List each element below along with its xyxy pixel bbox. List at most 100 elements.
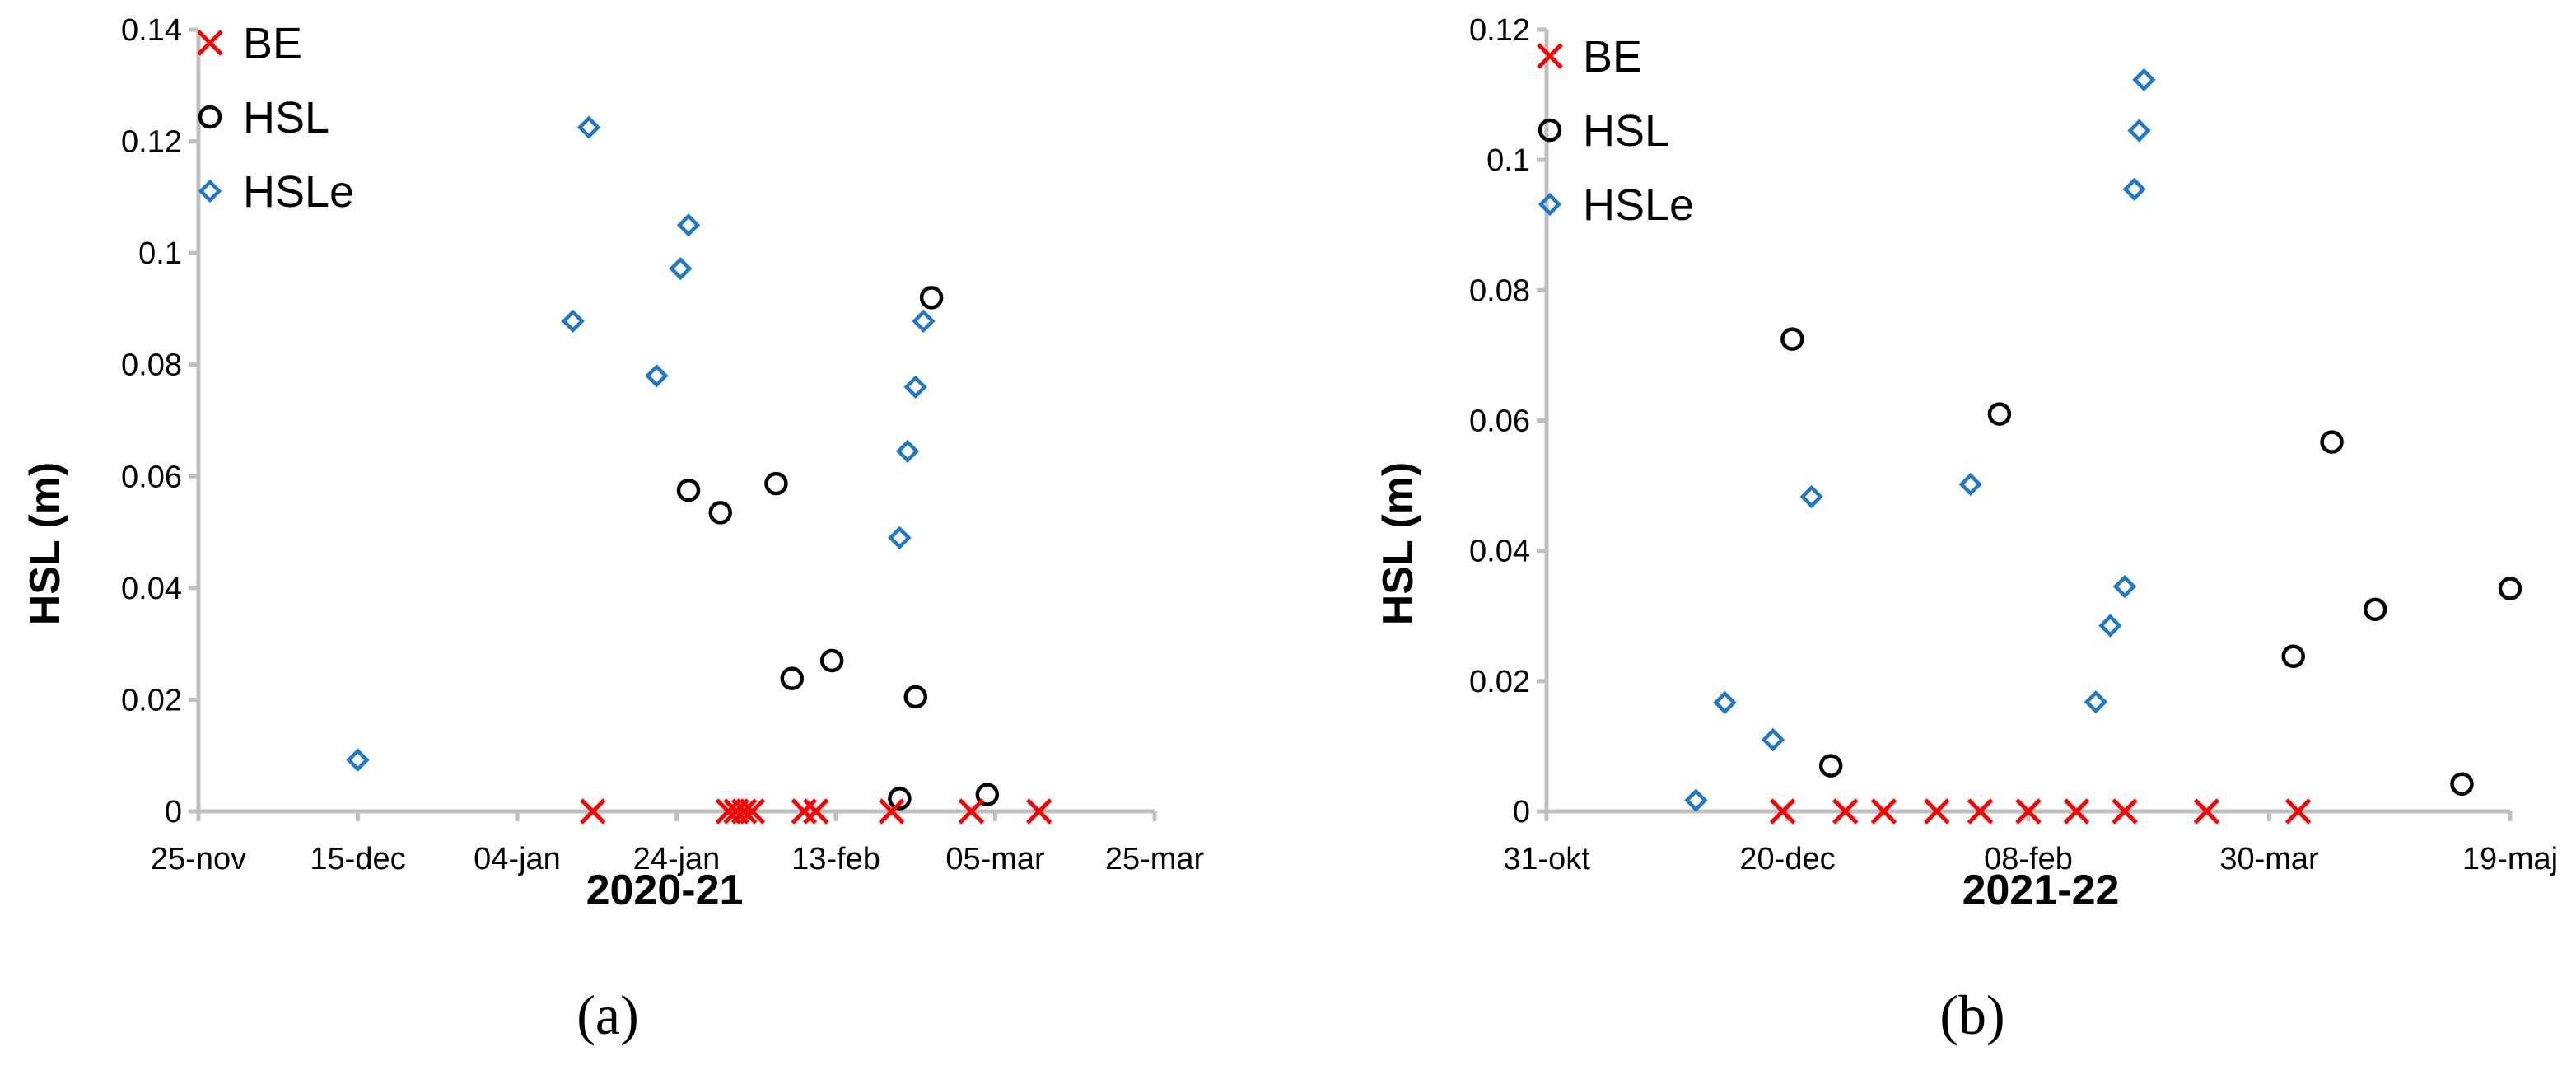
x-tick-label: 05-mar — [945, 842, 1045, 876]
legend-label-hsl: HSL — [243, 93, 329, 143]
y-tick-label: 0 — [165, 795, 182, 829]
y-tick-label: 0.14 — [121, 13, 182, 48]
data-point-hsle — [1958, 472, 1982, 497]
data-point-be — [2015, 798, 2042, 825]
data-point-be — [1967, 798, 1994, 825]
y-tick-label: 0.1 — [1486, 143, 1530, 178]
data-point-be — [958, 798, 985, 825]
data-point-be — [2063, 798, 2090, 825]
y-tick-label: 0.1 — [138, 236, 182, 271]
legend-label-be: BE — [243, 19, 302, 68]
y-tick-label: 0.02 — [121, 683, 182, 717]
legend-label-hsl: HSL — [1583, 106, 1669, 156]
legend-a: BE HSL HSLe — [197, 19, 354, 217]
legend-label-hsle: HSLe — [243, 167, 354, 217]
x-tick-label: 31-okt — [1503, 842, 1590, 876]
data-point-be — [878, 798, 905, 825]
data-point-hsle — [895, 439, 920, 463]
y-tick-label: 0.02 — [1469, 665, 1530, 699]
data-point-hsle — [888, 526, 912, 550]
x-tick-label: 24-jan — [633, 842, 721, 876]
legend-marker-be — [197, 30, 223, 56]
data-point-be — [739, 798, 766, 825]
data-point-hsl — [708, 501, 732, 525]
data-point-hsl — [2281, 644, 2305, 669]
data-point-be — [2112, 798, 2138, 825]
x-axis-title-b: 2021-22 — [1962, 867, 2120, 914]
y-tick-label: 0 — [1513, 795, 1530, 829]
y-tick-label: 0.06 — [1469, 404, 1530, 439]
data-point-hsl — [2498, 577, 2522, 600]
data-point-be — [580, 798, 606, 825]
data-point-be — [1870, 798, 1897, 825]
legend-marker-hsl — [198, 105, 222, 129]
y-tick-label: 0.12 — [1469, 13, 1530, 48]
legend-label-be: BE — [1583, 32, 1642, 82]
data-point-hsl — [676, 478, 701, 502]
data-point-hsl — [1818, 754, 1843, 778]
data-point-hsle — [645, 364, 669, 388]
data-point-hsl — [764, 471, 788, 496]
data-point-hsl — [1780, 327, 1804, 351]
y-tick-label: 0.04 — [121, 572, 182, 606]
data-point-hsl — [819, 648, 844, 673]
legend-marker-hsle — [1538, 192, 1562, 217]
data-point-hsl — [780, 666, 805, 690]
x-tick-label: 25-mar — [1105, 842, 1205, 876]
chart-panel-b: 0 0.02 0.04 0.06 0.08 0.1 0.12 31-okt 20-dec 08-f… — [1374, 13, 2558, 1046]
y-axis-title-b: HSL (m) — [1374, 462, 1422, 625]
data-point-be — [803, 798, 829, 825]
legend-b: BE HSL HSLe — [1537, 32, 1694, 230]
data-point-be — [1025, 798, 1052, 825]
legend-marker-be — [1537, 43, 1563, 69]
data-point-hsle — [2122, 177, 2146, 201]
data-point-be — [1832, 798, 1859, 825]
x-tick-label: 15-dec — [310, 842, 405, 876]
data-marks-a — [346, 115, 1052, 825]
data-point-hsle — [2098, 614, 2122, 638]
data-marks-b — [1684, 68, 2522, 825]
data-point-hsle — [1713, 690, 1737, 715]
data-point-be — [730, 798, 758, 825]
data-point-hsle — [576, 115, 601, 139]
data-point-hsl — [2320, 430, 2344, 454]
y-tick-label: 0.08 — [1469, 273, 1530, 308]
data-point-hsl — [888, 787, 912, 811]
legend-marker-hsl — [1538, 118, 1562, 143]
data-point-hsl — [2450, 772, 2474, 797]
x-tick-label: 13-feb — [791, 842, 880, 876]
data-point-be — [791, 798, 818, 825]
data-point-be — [1924, 798, 1950, 825]
data-point-hsl — [975, 783, 1000, 806]
x-tick-label: 25-nov — [151, 842, 246, 876]
data-point-be — [2284, 798, 2312, 825]
data-point-hsle — [2132, 68, 2156, 92]
data-point-hsle — [1684, 788, 1708, 812]
chart-panel-a: 0 0.02 0.04 0.06 0.08 0.1 0.12 0.14 25-nov 15-dec… — [21, 13, 1205, 1046]
data-point-hsl — [2363, 597, 2387, 622]
data-point-hsle — [912, 309, 936, 334]
data-point-hsle — [669, 256, 693, 281]
data-point-hsl — [1987, 402, 2012, 426]
x-axis-title-a: 2020-21 — [586, 867, 744, 914]
panel-label-b: (b) — [1939, 984, 2004, 1046]
legend-marker-hsle — [198, 179, 222, 203]
data-point-hsle — [2112, 574, 2137, 599]
data-point-hsle — [676, 213, 701, 237]
data-point-hsle — [2127, 119, 2151, 143]
data-point-hsle — [1761, 727, 1785, 752]
data-point-hsle — [903, 375, 927, 399]
data-point-be — [1769, 798, 1796, 825]
data-point-hsle — [561, 309, 585, 334]
x-tick-label: 30-mar — [2219, 842, 2319, 876]
y-tick-label: 0.04 — [1469, 535, 1530, 569]
y-axis-title-a: HSL (m) — [21, 462, 69, 625]
y-tick-label: 0.06 — [121, 460, 182, 494]
axes-a: 0 0.02 0.04 0.06 0.08 0.1 0.12 0.14 25-nov 15-dec… — [121, 13, 1204, 876]
data-point-hsle — [2084, 689, 2108, 714]
legend-label-hsle: HSLe — [1583, 180, 1694, 230]
data-point-be — [2193, 798, 2220, 825]
x-tick-label: 19-maj — [2462, 842, 2558, 876]
panel-label-a: (a) — [576, 984, 638, 1046]
